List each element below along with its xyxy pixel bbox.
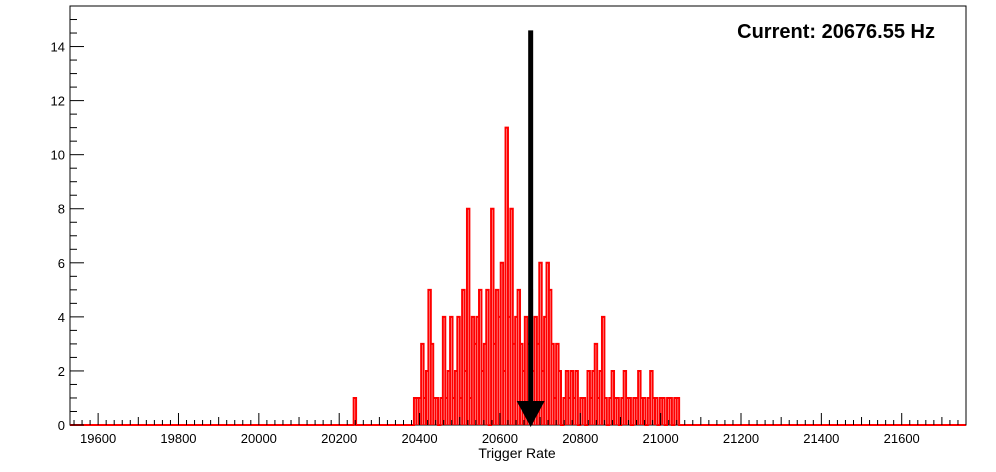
x-tick-label: 21000 <box>643 431 679 446</box>
y-tick-label: 0 <box>58 418 65 433</box>
y-tick-label: 6 <box>58 256 65 271</box>
x-tick-label: 20400 <box>401 431 437 446</box>
x-axis-title: Trigger Rate <box>478 445 556 461</box>
x-axis: 19600 19800 20000 20200 20400 20600 20800 21000… <box>73 413 967 446</box>
current-rate-marker <box>516 30 545 427</box>
y-tick-label: 4 <box>58 310 65 325</box>
marker-arrow-head <box>516 401 545 427</box>
y-tick-label: 2 <box>58 364 65 379</box>
y-tick-label: 10 <box>51 148 65 163</box>
x-tick-label: 19800 <box>160 431 196 446</box>
histogram-layer <box>70 126 966 426</box>
x-tick-label: 20200 <box>321 431 357 446</box>
x-tick-label: 21600 <box>884 431 920 446</box>
y-tick-label: 12 <box>51 94 65 109</box>
x-tick-label: 21200 <box>723 431 759 446</box>
histogram-series-0 <box>70 126 966 426</box>
y-axis: 0 2 4 6 8 10 12 14 <box>51 5 84 433</box>
x-tick-label: 20600 <box>482 431 518 446</box>
x-tick-label: 21400 <box>803 431 839 446</box>
y-tick-label: 8 <box>58 202 65 217</box>
x-tick-label: 20800 <box>562 431 598 446</box>
y-tick-label: 14 <box>51 40 65 55</box>
current-rate-label: Current: 20676.55 Hz <box>737 21 935 43</box>
x-tick-label: 19600 <box>80 431 116 446</box>
x-tick-label: 20000 <box>241 431 277 446</box>
